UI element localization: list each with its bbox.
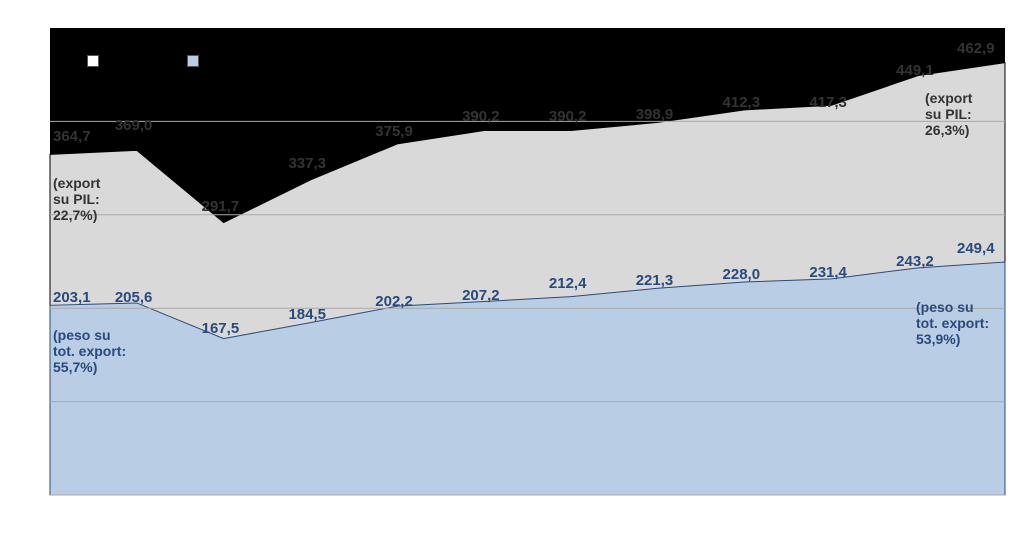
label-upper-9: 417,3: [809, 94, 847, 111]
label-lower-3: 184,5: [288, 306, 326, 323]
area-chart: 364,7 369,0 291,7 337,3 375,9 390,2 390,2 398,9…: [0, 0, 1023, 543]
label-lower-4: 202,2: [375, 293, 413, 310]
annotation-upper_right: (export su PIL: 26,3%): [925, 90, 972, 138]
legend-swatch-0: [87, 55, 99, 67]
label-upper-7: 398,9: [636, 106, 674, 123]
label-lower-10: 243,2: [896, 253, 934, 270]
label-lower-7: 221,3: [636, 272, 674, 289]
label-lower-11: 249,4: [957, 240, 995, 257]
annotation-upper_left: (export su PIL: 22,7%): [53, 175, 100, 223]
label-lower-6: 212,4: [549, 275, 587, 292]
label-upper-8: 412,3: [723, 94, 761, 111]
annotation-lower_left: (peso su tot. export: 55,7%): [53, 327, 126, 375]
label-upper-2: 291,7: [202, 198, 240, 215]
annotation-lower_right: (peso su tot. export: 53,9%): [916, 299, 989, 347]
label-lower-5: 207,2: [462, 287, 500, 304]
label-upper-1: 369,0: [115, 117, 153, 134]
chart-svg: [0, 0, 1023, 543]
label-upper-6: 390,2: [549, 108, 587, 125]
label-upper-3: 337,3: [288, 155, 326, 172]
label-upper-5: 390,2: [462, 108, 500, 125]
legend-swatch-1: [187, 55, 199, 67]
label-lower-0: 203,1: [53, 289, 91, 306]
label-upper-4: 375,9: [375, 123, 413, 140]
label-lower-2: 167,5: [202, 320, 240, 337]
label-upper-11: 462,9: [957, 40, 995, 57]
label-upper-10: 449,1: [896, 62, 934, 79]
label-lower-1: 205,6: [115, 289, 153, 306]
label-lower-8: 228,0: [723, 266, 761, 283]
label-lower-9: 231,4: [809, 264, 847, 281]
label-upper-0: 364,7: [53, 128, 91, 145]
